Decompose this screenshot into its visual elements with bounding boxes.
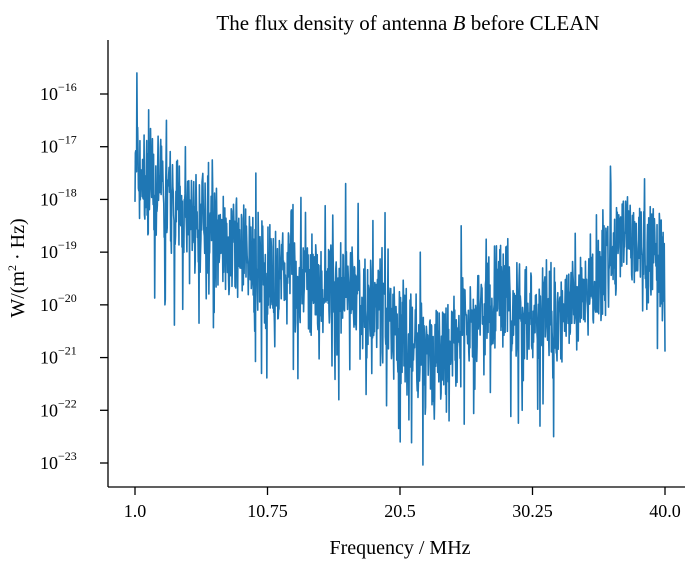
- x-tick-label: 40.0: [649, 501, 681, 521]
- y-tick-label: 10−18: [40, 185, 77, 209]
- x-axis-ticks: 1.0 10.75 20.5 30.25 40.0: [124, 487, 681, 521]
- chart-title: The flux density of antenna B before CLE…: [216, 11, 599, 35]
- y-tick-label: 10−16: [40, 80, 77, 104]
- x-tick-label: 30.25: [512, 501, 553, 521]
- y-tick-label: 10−20: [40, 291, 77, 315]
- x-tick-label: 1.0: [124, 501, 147, 521]
- x-axis-label: Frequency / MHz: [329, 537, 470, 559]
- flux-density-series-line: [134, 72, 666, 466]
- y-tick-label: 10−23: [40, 449, 77, 473]
- y-tick-label: 10−17: [40, 133, 77, 157]
- y-tick-label: 10−19: [40, 238, 77, 262]
- x-tick-label: 10.75: [247, 501, 288, 521]
- y-axis-ticks: 10−16 10−17 10−18 10−19 10−20 10−21 10−22 10−23: [40, 80, 108, 473]
- y-tick-label: 10−22: [40, 396, 77, 420]
- y-tick-label: 10−21: [40, 344, 77, 368]
- x-tick-label: 20.5: [384, 501, 416, 521]
- plot-area: [134, 72, 666, 466]
- y-axis-label: W/(m2 · Hz): [5, 218, 29, 317]
